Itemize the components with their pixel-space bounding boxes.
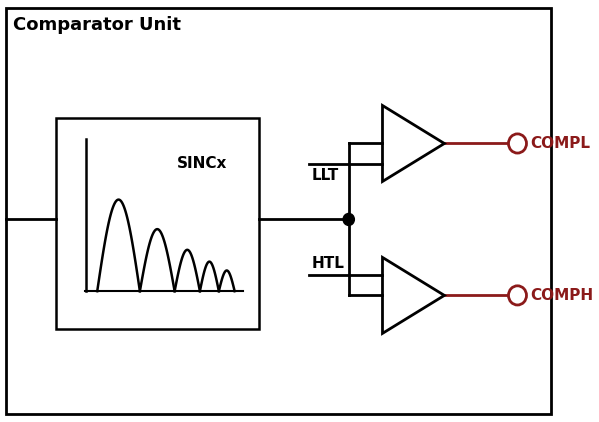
Circle shape [509, 134, 527, 153]
Text: Comparator Unit: Comparator Unit [13, 16, 181, 35]
Text: COMPL: COMPL [530, 136, 590, 151]
Bar [56, 118, 259, 329]
Text: HTL: HTL [311, 256, 344, 271]
Text: SINCx: SINCx [177, 156, 227, 171]
Circle shape [509, 286, 527, 305]
Text: LLT: LLT [311, 168, 338, 183]
Text: COMPH: COMPH [530, 288, 594, 303]
Circle shape [343, 214, 355, 225]
